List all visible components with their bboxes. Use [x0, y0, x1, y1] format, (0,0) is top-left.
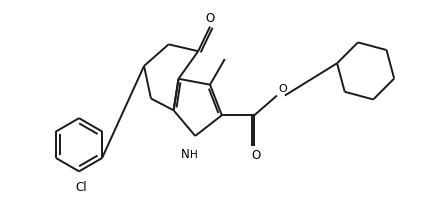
Text: Cl: Cl — [75, 181, 87, 194]
Text: O: O — [206, 12, 214, 25]
Text: O: O — [252, 149, 261, 162]
Text: O: O — [278, 84, 287, 94]
Text: H: H — [190, 150, 198, 160]
Text: N: N — [181, 148, 190, 161]
